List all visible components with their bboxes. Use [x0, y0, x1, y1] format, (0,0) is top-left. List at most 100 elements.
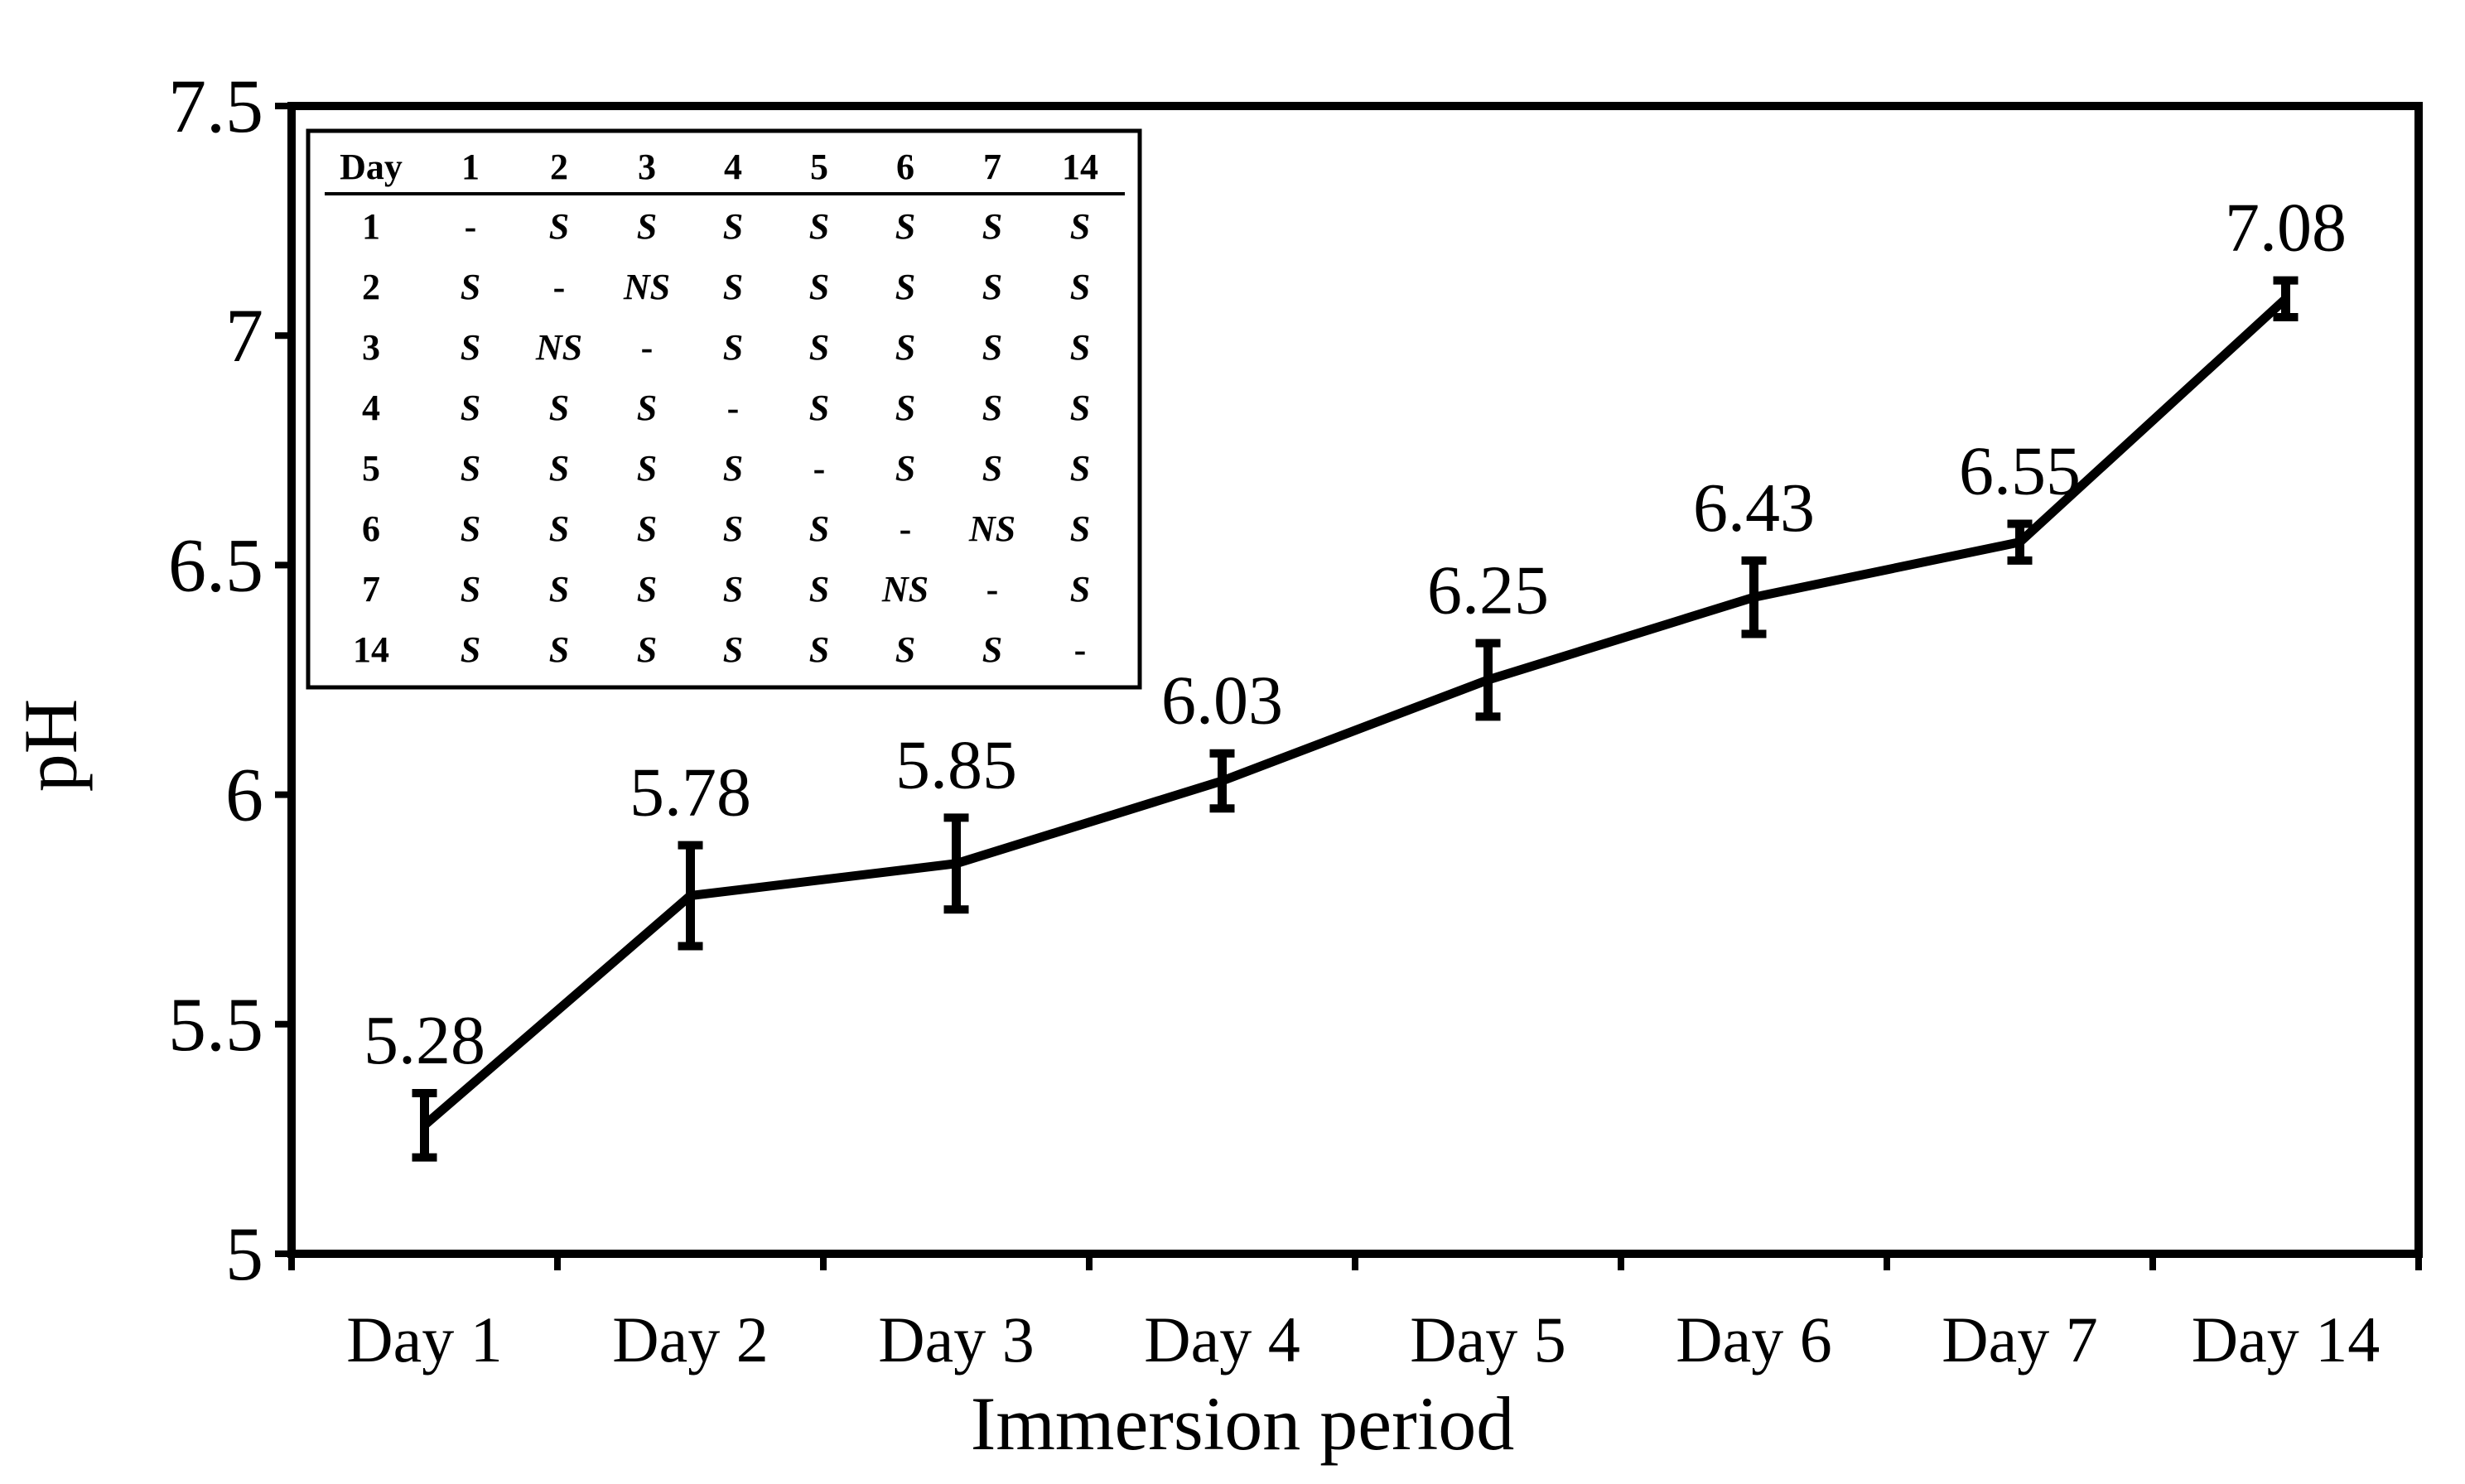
- table-header-cell: 1: [461, 147, 480, 187]
- table-cell: S: [982, 448, 1002, 489]
- table-cell: -: [641, 327, 654, 368]
- table-cell: S: [461, 267, 480, 307]
- table-header-cell: 2: [550, 147, 568, 187]
- x-tick-label: Day 6: [1676, 1303, 1831, 1376]
- table-cell: S: [549, 569, 569, 610]
- table-header-cell: 5: [810, 147, 828, 187]
- data-label: 5.85: [895, 726, 1017, 803]
- data-label: 6.55: [1959, 433, 2081, 510]
- x-tick-label: Day 14: [2192, 1303, 2380, 1376]
- data-label: 6.43: [1693, 470, 1815, 547]
- table-cell: S: [1070, 569, 1090, 610]
- data-label: 6.03: [1161, 662, 1283, 740]
- data-label: 7.08: [2225, 190, 2347, 267]
- table-row-header: 4: [362, 388, 380, 428]
- table-row-header: 5: [362, 448, 380, 489]
- data-label: 5.28: [364, 1002, 485, 1079]
- table-cell: S: [982, 206, 1002, 247]
- table-cell: S: [461, 327, 480, 368]
- table-row-header: 2: [362, 267, 380, 307]
- table-cell: S: [809, 206, 829, 247]
- table-cell: S: [549, 206, 569, 247]
- table-cell: S: [723, 327, 743, 368]
- x-tick-label: Day 1: [346, 1303, 502, 1376]
- x-tick-label: Day 3: [878, 1303, 1034, 1376]
- table-cell: S: [809, 267, 829, 307]
- table-header-cell: 7: [983, 147, 1001, 187]
- table-cell: -: [465, 206, 477, 247]
- table-cell: S: [723, 508, 743, 549]
- y-tick-label: 6: [225, 753, 263, 837]
- y-tick-label: 7.5: [168, 64, 263, 148]
- table-cell: S: [637, 629, 657, 670]
- table-cell: S: [549, 388, 569, 428]
- table-cell: S: [637, 508, 657, 549]
- table-cell: S: [809, 629, 829, 670]
- table-cell: S: [723, 448, 743, 489]
- table-cell: NS: [535, 327, 582, 368]
- table-cell: S: [982, 267, 1002, 307]
- table-cell: S: [637, 448, 657, 489]
- table-header-cell: 4: [724, 147, 742, 187]
- table-row-header: 14: [353, 629, 389, 670]
- table-cell: S: [809, 327, 829, 368]
- table-cell: S: [895, 388, 915, 428]
- table-cell: S: [637, 388, 657, 428]
- table-cell: S: [549, 448, 569, 489]
- table-cell: -: [986, 569, 999, 610]
- y-tick-label: 6.5: [168, 523, 263, 607]
- table-header-cell: Day: [340, 147, 403, 187]
- y-tick-label: 7: [225, 293, 263, 378]
- table-row-header: 1: [362, 206, 380, 247]
- table-cell: S: [1070, 267, 1090, 307]
- table-cell: S: [809, 388, 829, 428]
- y-tick-label: 5: [225, 1212, 263, 1296]
- table-cell: S: [549, 508, 569, 549]
- table-cell: S: [1070, 448, 1090, 489]
- x-tick-label: Day 5: [1410, 1303, 1565, 1376]
- table-cell: S: [723, 206, 743, 247]
- table-cell: S: [982, 388, 1002, 428]
- table-cell: S: [461, 629, 480, 670]
- table-cell: S: [637, 569, 657, 610]
- table-row-header: 6: [362, 508, 380, 549]
- table-cell: S: [895, 327, 915, 368]
- y-tick-label: 5.5: [168, 982, 263, 1067]
- x-axis-title: Immersion period: [971, 1381, 1515, 1466]
- table-cell: NS: [968, 508, 1015, 549]
- table-cell: S: [723, 569, 743, 610]
- series-line: [421, 295, 2289, 1129]
- plot-area: 5 5.5 6 6.5 7 7.5 Day 1 Day 2 Day 3 Day 4 Day 5 Day…: [168, 64, 2423, 1376]
- table-cell: S: [809, 569, 829, 610]
- table-cell: S: [461, 569, 480, 610]
- significance-table-frame: [306, 128, 1142, 690]
- table-cell: S: [461, 508, 480, 549]
- x-tick-label: Day 4: [1144, 1303, 1300, 1376]
- data-label: 5.78: [630, 754, 751, 831]
- table-cell: -: [813, 448, 826, 489]
- table-cell: -: [900, 508, 912, 549]
- table-cell: S: [895, 629, 915, 670]
- table-cell: S: [982, 629, 1002, 670]
- table-cell: NS: [623, 267, 670, 307]
- x-tick-label: Day 2: [612, 1303, 768, 1376]
- table-header-cell: 14: [1062, 147, 1098, 187]
- table-cell: S: [982, 327, 1002, 368]
- table-cell: S: [549, 629, 569, 670]
- table-cell: S: [461, 448, 480, 489]
- y-axis-title: pH: [8, 699, 93, 792]
- data-label: 6.25: [1427, 552, 1549, 629]
- table-cell: S: [1070, 388, 1090, 428]
- table-cell: S: [461, 388, 480, 428]
- table-cell: S: [895, 448, 915, 489]
- table-cell: S: [723, 267, 743, 307]
- table-cell: S: [895, 267, 915, 307]
- table-cell: S: [809, 508, 829, 549]
- table-header-cell: 6: [896, 147, 914, 187]
- table-cell: -: [553, 267, 566, 307]
- table-cell: S: [1070, 327, 1090, 368]
- table-cell: NS: [881, 569, 929, 610]
- table-row-header: 3: [362, 327, 380, 368]
- table-cell: -: [727, 388, 740, 428]
